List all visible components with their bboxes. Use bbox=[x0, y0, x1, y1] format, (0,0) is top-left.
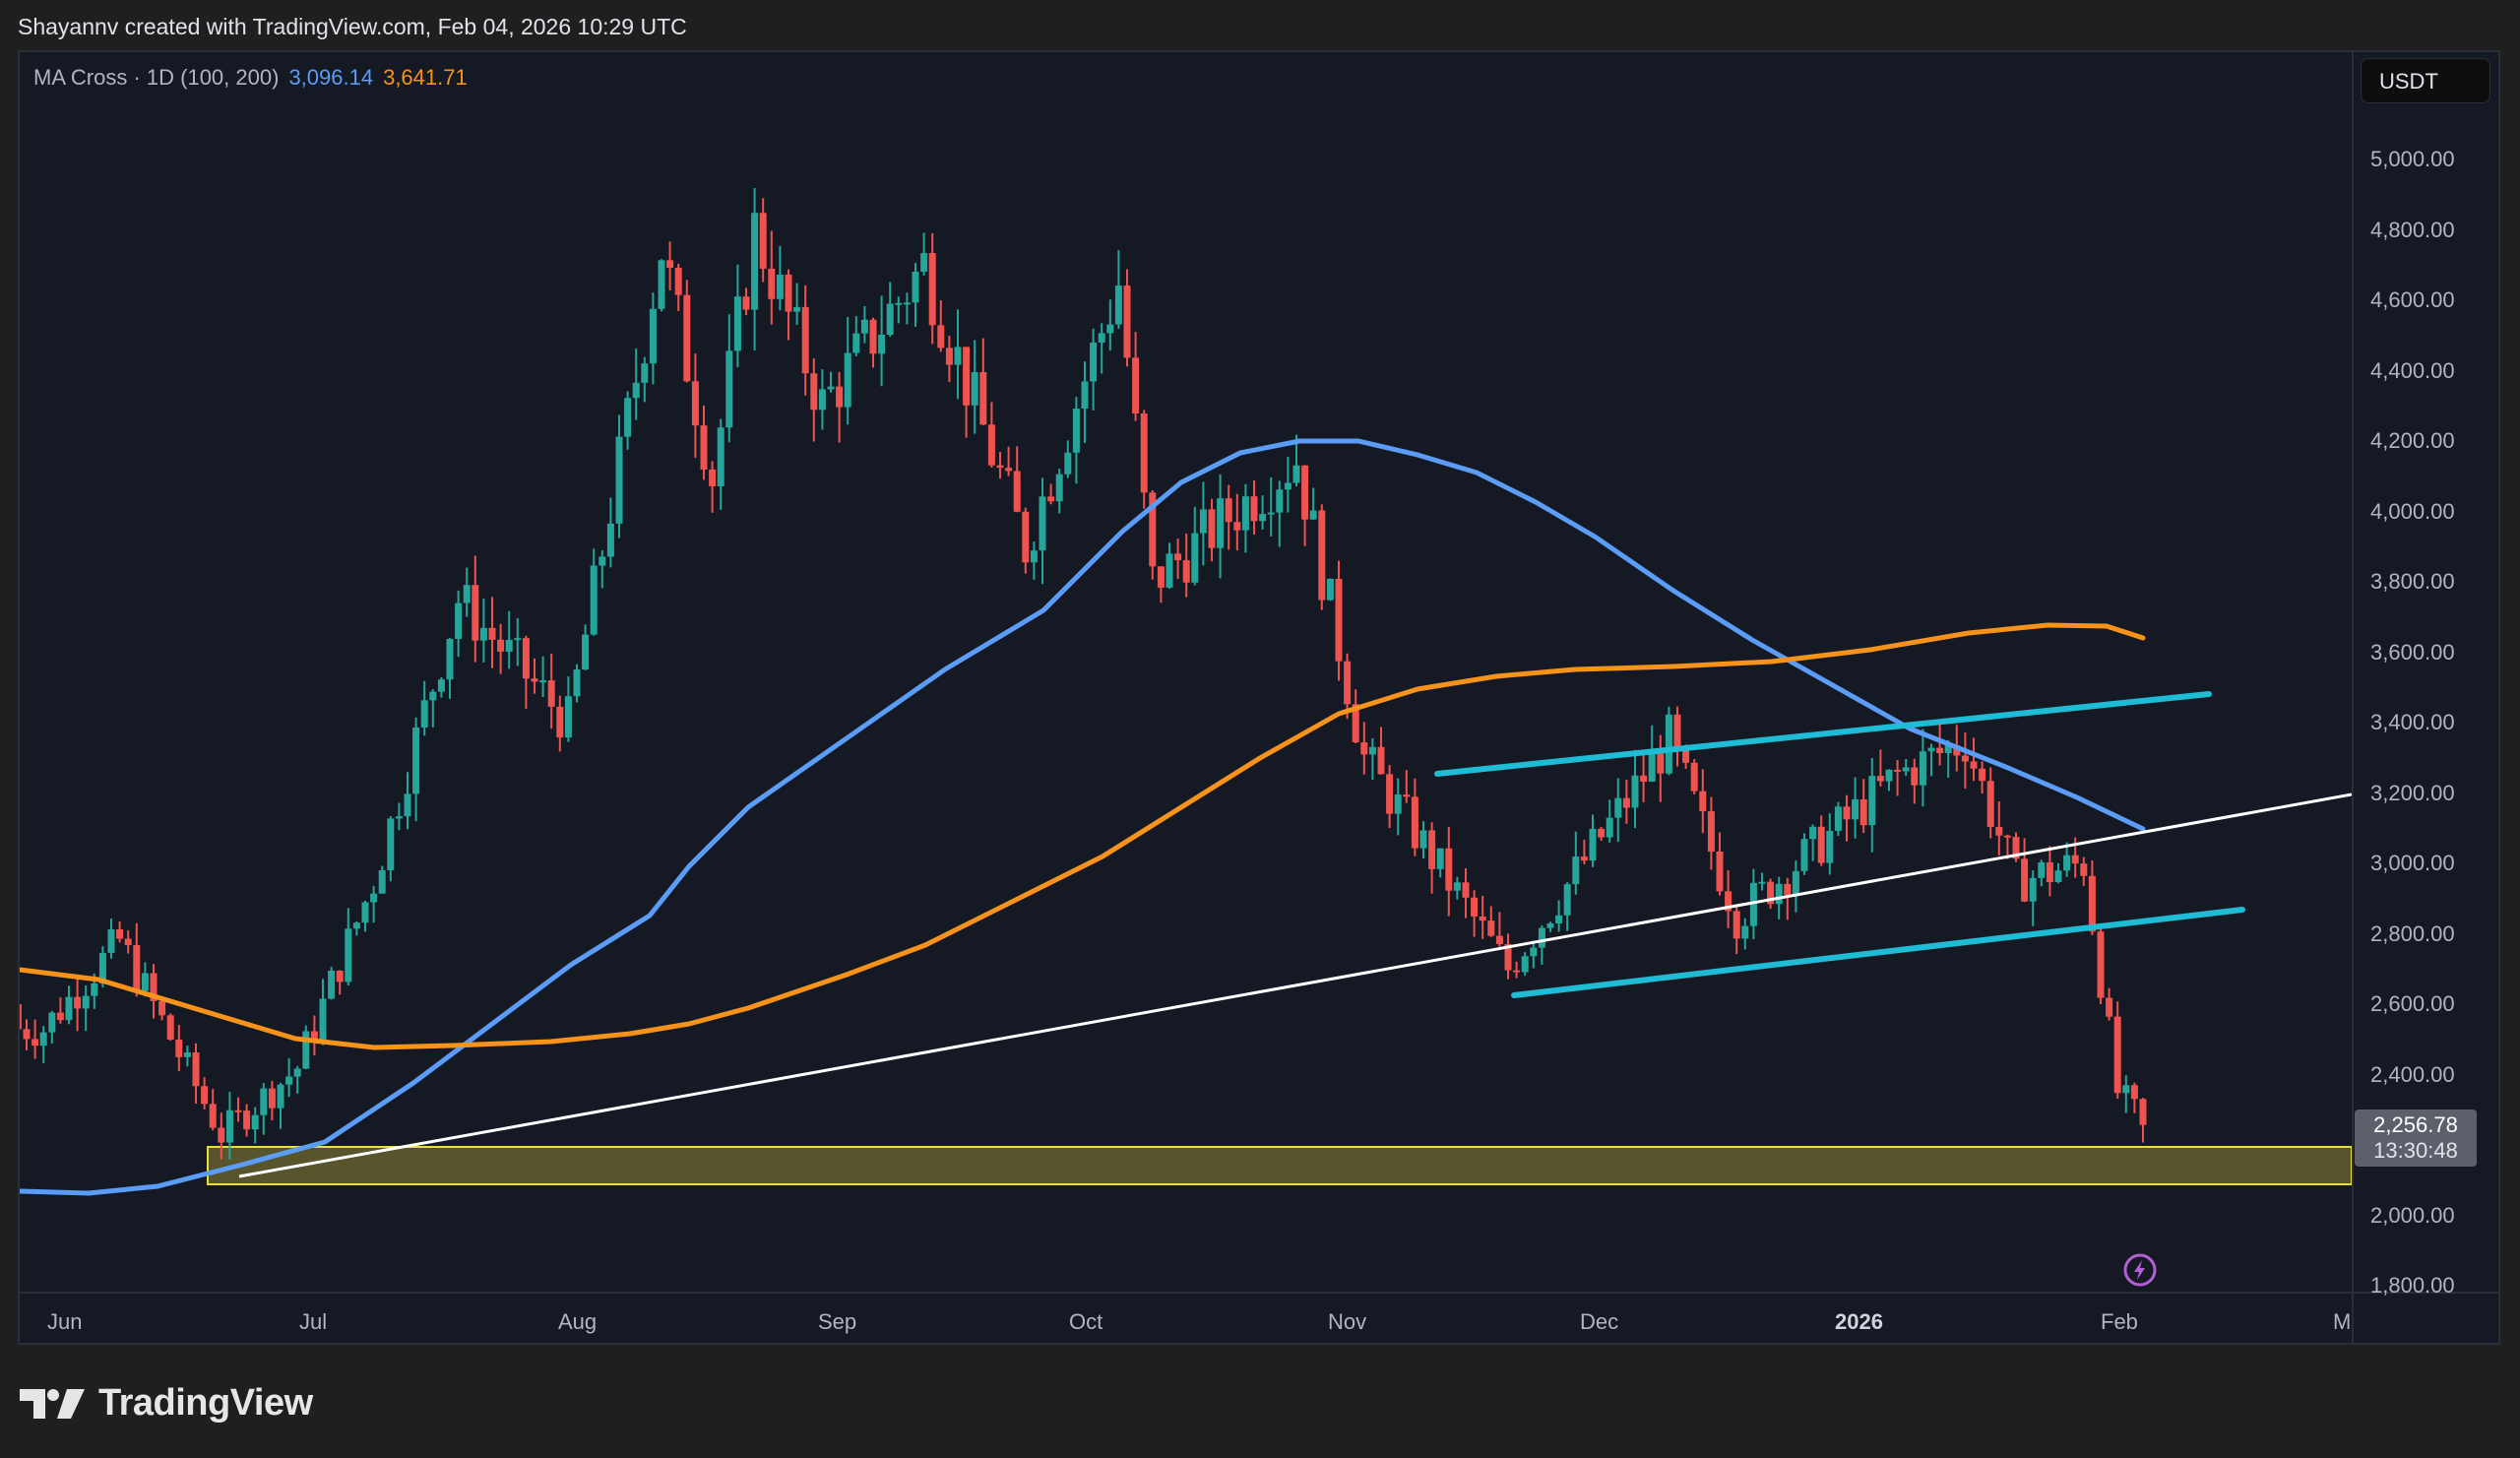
price-tick: 3,400.00 bbox=[2370, 710, 2455, 734]
price-tick: 3,000.00 bbox=[2370, 851, 2455, 875]
price-tick: 1,800.00 bbox=[2370, 1273, 2455, 1298]
price-tick: 2,000.00 bbox=[2370, 1202, 2455, 1228]
price-tick: 4,400.00 bbox=[2370, 357, 2455, 383]
price-axis-divider bbox=[2352, 50, 2354, 1345]
time-tick: Jun bbox=[47, 1309, 83, 1334]
support-zone[interactable] bbox=[207, 1146, 2352, 1185]
tradingview-logo-text: TradingView bbox=[98, 1382, 313, 1424]
lightning-event-icon[interactable] bbox=[2122, 1252, 2158, 1288]
time-tick: Jul bbox=[299, 1309, 328, 1334]
current-price-value: 2,256.78 bbox=[2373, 1112, 2458, 1137]
price-tick: 4,800.00 bbox=[2370, 217, 2455, 242]
time-tick: Dec bbox=[1580, 1309, 1619, 1334]
price-tick: 2,800.00 bbox=[2370, 920, 2455, 946]
time-tick: Sep bbox=[818, 1309, 857, 1334]
time-tick: Nov bbox=[1328, 1309, 1367, 1334]
time-tick: M bbox=[2333, 1309, 2352, 1334]
time-axis-divider bbox=[18, 1292, 2500, 1294]
price-tick: 2,400.00 bbox=[2370, 1061, 2455, 1087]
ascending-trendline[interactable] bbox=[238, 792, 2352, 1178]
price-tick: 4,000.00 bbox=[2370, 498, 2455, 524]
indicator-name: MA Cross · 1D (100, 200) bbox=[33, 65, 280, 90]
channel-lower-line[interactable] bbox=[1511, 907, 2245, 998]
tradingview-logo-icon bbox=[20, 1388, 85, 1419]
candlestick-series bbox=[20, 187, 2147, 1160]
candle-countdown: 13:30:48 bbox=[2373, 1138, 2458, 1163]
ma200-value: 3,641.71 bbox=[383, 65, 468, 90]
ma200-line[interactable] bbox=[20, 622, 2146, 1050]
attribution-text: Shayannv created with TradingView.com, F… bbox=[18, 14, 687, 39]
price-tick: 4,200.00 bbox=[2370, 428, 2455, 453]
time-tick: Oct bbox=[1069, 1309, 1103, 1334]
ma100-line[interactable] bbox=[20, 438, 2146, 1196]
price-tick: 2,600.00 bbox=[2370, 991, 2455, 1016]
price-tick: 5,000.00 bbox=[2370, 147, 2455, 171]
channel-upper-line[interactable] bbox=[1434, 691, 2212, 777]
price-tick: 3,800.00 bbox=[2370, 569, 2455, 594]
time-tick: 2026 bbox=[1835, 1309, 1883, 1334]
tradingview-logo[interactable]: TradingView bbox=[20, 1382, 313, 1425]
price-tick: 3,600.00 bbox=[2370, 639, 2455, 665]
indicator-legend[interactable]: MA Cross · 1D (100, 200) 3,096.14 3,641.71 bbox=[33, 65, 468, 91]
current-price-label: 2,256.78 13:30:48 bbox=[2355, 1109, 2477, 1167]
price-tick: 3,200.00 bbox=[2370, 780, 2455, 805]
time-tick: Aug bbox=[558, 1309, 598, 1334]
time-tick: Feb bbox=[2101, 1309, 2138, 1334]
price-tick: 4,600.00 bbox=[2370, 287, 2455, 312]
ma100-value: 3,096.14 bbox=[288, 65, 374, 90]
currency-selector[interactable]: USDT bbox=[2361, 58, 2490, 103]
